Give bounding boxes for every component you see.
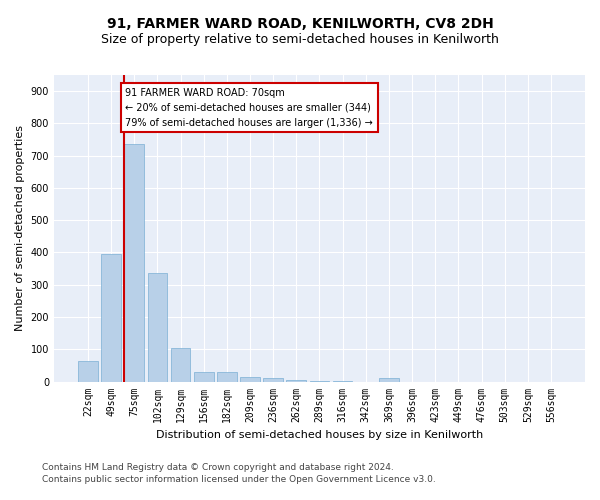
- Text: 91 FARMER WARD ROAD: 70sqm
← 20% of semi-detached houses are smaller (344)
79% o: 91 FARMER WARD ROAD: 70sqm ← 20% of semi…: [125, 88, 373, 128]
- Bar: [240, 376, 260, 382]
- Bar: [78, 360, 98, 382]
- Bar: [217, 372, 236, 382]
- Text: Size of property relative to semi-detached houses in Kenilworth: Size of property relative to semi-detach…: [101, 32, 499, 46]
- Text: Contains public sector information licensed under the Open Government Licence v3: Contains public sector information licen…: [42, 474, 436, 484]
- Bar: [310, 380, 329, 382]
- Bar: [170, 348, 190, 382]
- Bar: [148, 274, 167, 382]
- Bar: [101, 254, 121, 382]
- Text: Contains HM Land Registry data © Crown copyright and database right 2024.: Contains HM Land Registry data © Crown c…: [42, 464, 394, 472]
- Bar: [379, 378, 399, 382]
- Bar: [194, 372, 214, 382]
- Bar: [263, 378, 283, 382]
- Y-axis label: Number of semi-detached properties: Number of semi-detached properties: [15, 126, 25, 332]
- Bar: [286, 380, 306, 382]
- Bar: [124, 144, 144, 382]
- X-axis label: Distribution of semi-detached houses by size in Kenilworth: Distribution of semi-detached houses by …: [156, 430, 483, 440]
- Text: 91, FARMER WARD ROAD, KENILWORTH, CV8 2DH: 91, FARMER WARD ROAD, KENILWORTH, CV8 2D…: [107, 18, 493, 32]
